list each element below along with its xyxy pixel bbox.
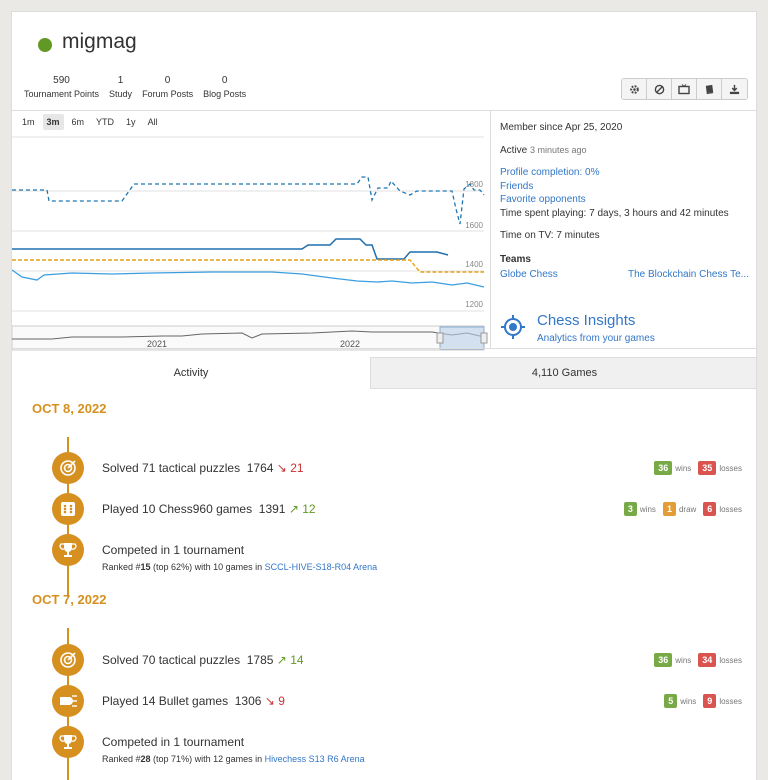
losses-badge: 34	[698, 653, 717, 667]
navigator-handle-right[interactable]	[480, 332, 488, 344]
navigator-handle-left[interactable]	[436, 332, 444, 344]
nav-year-2021: 2021	[147, 339, 167, 349]
activity-text: Solved 70 tactical puzzles	[102, 653, 241, 667]
tournament-link[interactable]: Hivechess S13 R6 Arena	[264, 754, 365, 764]
wins-badge: 36	[654, 653, 673, 667]
activity-text: Competed in 1 tournament	[102, 543, 245, 557]
rating-value: 1306	[234, 694, 262, 708]
nav-year-2022: 2022	[340, 339, 360, 349]
wins-badge: 5	[664, 694, 678, 708]
profile-toolbar	[621, 78, 748, 100]
puzzle-target-icon	[52, 644, 84, 676]
range-3m[interactable]: 3m	[42, 114, 64, 130]
range-ytd[interactable]: YTD	[96, 117, 115, 127]
time-spent-playing: Time spent playing: 7 days, 3 hours and …	[500, 207, 729, 219]
profile-tabs: Activity 4,110 Games	[12, 348, 756, 389]
y-tick-1400: 1400	[465, 260, 483, 269]
y-tick-1600: 1600	[465, 221, 483, 230]
tv-icon[interactable]	[672, 79, 697, 99]
chess960-score: 3 wins 1 draw 6 losses	[623, 502, 742, 516]
tournament-link[interactable]: SCCL-HIVE-S18-R04 Arena	[264, 562, 378, 572]
puzzle-score: 36 wins 35 losses	[654, 461, 742, 475]
teams-heading: Teams	[500, 253, 531, 265]
activity-text: Solved 71 tactical puzzles	[102, 461, 241, 475]
tournament-rank: Ranked #28 (top 71%) with 12 games in Hi…	[102, 754, 365, 764]
range-1y[interactable]: 1y	[126, 117, 136, 127]
range-6m[interactable]: 6m	[71, 117, 85, 127]
profile-info: Member since Apr 25, 2020 Active 3 minut…	[490, 110, 756, 300]
time-on-tv: Time on TV: 7 minutes	[500, 230, 600, 241]
username: migmag	[62, 30, 137, 53]
member-since: Member since Apr 25, 2020	[500, 122, 623, 133]
chess960-dice-icon	[52, 493, 84, 525]
rating-delta: 9	[278, 694, 285, 708]
y-tick-1200: 1200	[465, 300, 483, 309]
stat-study[interactable]: 1 Study	[109, 75, 133, 99]
rating-delta: 14	[290, 653, 304, 667]
bullet-score: 5 wins 9 losses	[664, 694, 742, 708]
rating-delta: 21	[290, 461, 304, 475]
trophy-icon	[52, 534, 84, 566]
trophy-icon	[52, 726, 84, 758]
insights-title: Chess Insights	[537, 312, 636, 329]
tab-activity[interactable]: Activity	[12, 357, 371, 389]
insights-subtitle: Analytics from your games	[537, 333, 655, 344]
series-blitz-line	[12, 269, 485, 288]
losses-badge: 9	[703, 694, 717, 708]
puzzle-target-icon	[52, 452, 84, 484]
activity-date: OCT 8, 2022	[32, 401, 107, 416]
activity-text: Played 10 Chess960 games	[102, 502, 253, 516]
friends-link[interactable]: Friends	[500, 180, 534, 192]
range-selector: 1m 3m 6m YTD 1y All	[18, 114, 162, 130]
wins-badge: 36	[654, 461, 673, 475]
chess-insights-link[interactable]: Chess Insights Analytics from your games	[490, 300, 756, 348]
range-1m[interactable]: 1m	[22, 117, 35, 127]
tournament-rank: Ranked #15 (top 62%) with 10 games in SC…	[102, 562, 378, 572]
range-all[interactable]: All	[147, 117, 158, 127]
rating-value: 1391	[258, 502, 286, 516]
activity-date: OCT 7, 2022	[32, 592, 107, 607]
series-bullet-line	[12, 259, 484, 273]
rating-up-icon: ↗	[288, 502, 299, 516]
stat-tournament-points[interactable]: 590 Tournament Points	[24, 75, 100, 99]
rating-chart[interactable]: 1800 1600 1400 1200 2021 2022 1m 3m 6m	[12, 110, 490, 351]
rating-value: 1785	[246, 653, 274, 667]
rating-up-icon: ↗	[276, 653, 287, 667]
stat-forum-posts[interactable]: 0 Forum Posts	[142, 75, 194, 99]
stat-blog-posts[interactable]: 0 Blog Posts	[203, 75, 247, 99]
block-icon[interactable]	[647, 79, 672, 99]
online-status-icon	[38, 38, 52, 52]
rating-chart-svg: 1800 1600 1400 1200 2021 2022	[12, 136, 488, 351]
losses-badge: 35	[698, 461, 717, 475]
insights-target-icon	[501, 315, 525, 339]
draws-badge: 1	[662, 502, 676, 516]
gear-icon[interactable]	[622, 79, 647, 99]
chart-navigator[interactable]	[12, 325, 485, 351]
tab-games[interactable]: 4,110 Games	[371, 357, 756, 389]
profile-card: migmag 590 Tournament Points 1 Study 0 Foru…	[11, 11, 757, 780]
book-icon[interactable]	[697, 79, 722, 99]
series-chess960-line	[12, 238, 449, 260]
y-tick-1800: 1800	[465, 180, 483, 189]
profile-header: migmag 590 Tournament Points 1 Study 0 Foru…	[12, 12, 756, 110]
team-link-globe-chess[interactable]: Globe Chess	[500, 269, 558, 280]
team-link-blockchain-chess[interactable]: The Blockchain Chess Te...	[628, 269, 749, 280]
navigator-selection[interactable]	[439, 326, 485, 350]
bullet-icon	[52, 685, 84, 717]
profile-completion-link[interactable]: Profile completion: 0%	[500, 167, 600, 178]
rating-down-icon: ↘	[276, 461, 287, 475]
activity-text: Competed in 1 tournament	[102, 735, 245, 749]
series-puzzle-line	[12, 176, 485, 225]
active-status: Active 3 minutes ago	[500, 144, 587, 156]
wins-badge: 3	[623, 502, 637, 516]
activity-text: Played 14 Bullet games	[102, 694, 229, 708]
rating-delta: 12	[302, 502, 316, 516]
losses-badge: 6	[703, 502, 717, 516]
puzzle-score: 36 wins 34 losses	[654, 653, 742, 667]
profile-stats: 590 Tournament Points 1 Study 0 Forum Posts…	[24, 75, 246, 99]
rating-value: 1764	[246, 461, 274, 475]
favorite-opponents-link[interactable]: Favorite opponents	[500, 194, 586, 205]
rating-down-icon: ↘	[264, 694, 275, 708]
download-icon[interactable]	[722, 79, 747, 99]
